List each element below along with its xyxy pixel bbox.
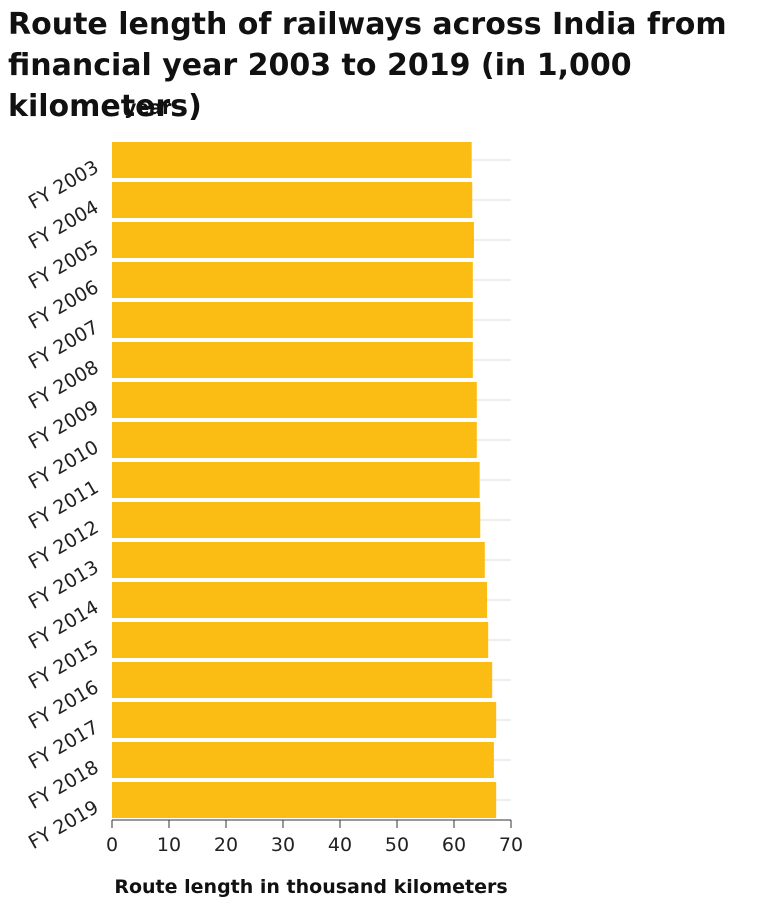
x-tick-label: 20 — [214, 834, 238, 856]
x-tick-label: 10 — [157, 834, 181, 856]
bar — [112, 422, 477, 458]
bar — [112, 462, 480, 498]
bar — [112, 782, 497, 818]
x-tick-label: 40 — [328, 834, 352, 856]
bars — [112, 142, 497, 818]
bar — [112, 502, 481, 538]
bar — [112, 262, 473, 298]
x-tick-label: 0 — [106, 834, 118, 856]
y-axis-title: year — [124, 97, 172, 119]
bar — [112, 662, 493, 698]
bar — [112, 302, 473, 338]
bar — [112, 742, 494, 778]
x-tick-label: 50 — [385, 834, 409, 856]
x-axis-ticks: 0 10 20 30 40 50 60 70 — [106, 820, 523, 856]
x-tick-label: 70 — [499, 834, 523, 856]
x-tick-label: 60 — [442, 834, 466, 856]
bar — [112, 542, 485, 578]
chart-title: Route length of railways across India fr… — [8, 7, 727, 124]
bar — [112, 582, 488, 618]
bar — [112, 382, 477, 418]
bar — [112, 222, 474, 258]
bar — [112, 142, 472, 178]
bar — [112, 702, 497, 738]
x-tick-label: 30 — [271, 834, 295, 856]
bar — [112, 342, 473, 378]
bar — [112, 182, 473, 218]
bar — [112, 622, 489, 658]
x-axis-title: Route length in thousand kilometers — [114, 876, 507, 898]
